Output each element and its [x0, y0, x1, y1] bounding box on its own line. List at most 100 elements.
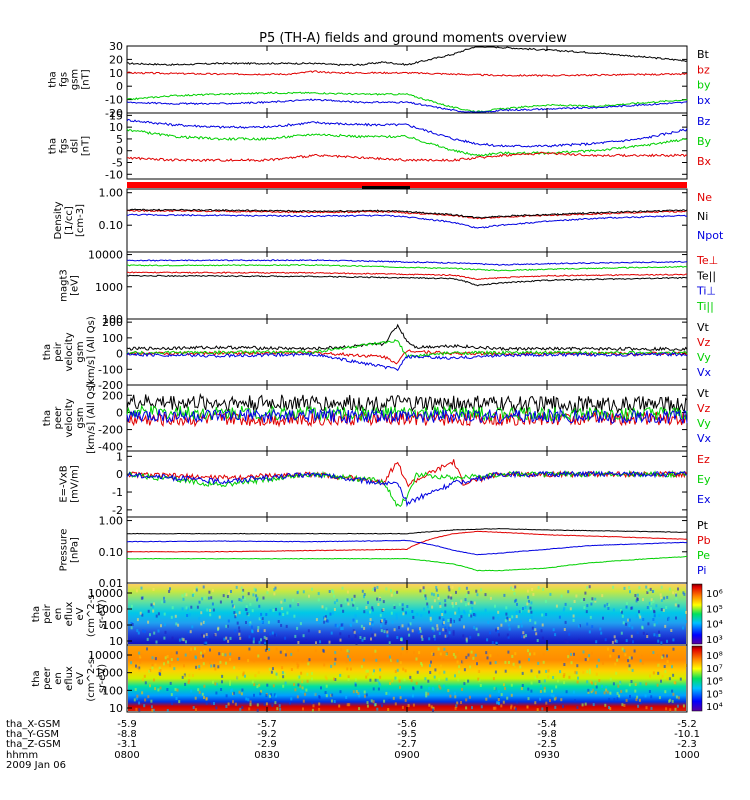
spectrogram-cell [225, 705, 228, 708]
legend-label: Vt [697, 387, 710, 400]
spectrogram-cell [387, 708, 390, 712]
spectrogram-cell [310, 677, 313, 681]
spectrogram-cell [489, 694, 492, 698]
spectrogram-cell [395, 613, 398, 617]
spectrogram-cell [522, 631, 525, 635]
spectrogram-cell [437, 647, 440, 651]
y-axis-label: tha [48, 71, 59, 87]
spectrogram-cell [189, 651, 192, 655]
spectrogram-cell [263, 629, 266, 633]
spectrogram-cell [627, 618, 630, 622]
y-tick-label: -2 [112, 504, 123, 517]
spectrogram-cell [669, 708, 672, 712]
spectrogram-cell [475, 589, 478, 593]
legend-label: Vx [697, 432, 712, 445]
spectrogram-cell [458, 587, 461, 591]
spectrogram-cell [267, 656, 270, 660]
series-line-Bt [127, 46, 688, 67]
spectrogram-cell [331, 693, 334, 697]
spectrogram-cell [371, 622, 374, 626]
spectrogram-cell [401, 624, 404, 628]
spectrogram-cell [151, 708, 154, 712]
spectrogram-cell [446, 634, 448, 638]
spectrogram-cell [339, 690, 342, 694]
spectrogram-cell [242, 671, 245, 675]
spectrogram-cell [374, 649, 377, 653]
spectrogram-cell [238, 632, 241, 636]
spectrogram-cell [236, 621, 239, 625]
spectrogram-cell [306, 672, 309, 676]
spectrogram-cell [615, 671, 618, 675]
spectrogram-cell [348, 703, 351, 707]
spectrogram-cell [449, 694, 452, 698]
legend-label: Vt [697, 321, 710, 334]
spectrogram-cell [378, 659, 381, 663]
spectrogram-cell [427, 679, 430, 683]
spectrogram-cell [469, 609, 472, 613]
spectrogram-cell [577, 676, 579, 680]
y-axis-label: peir [53, 341, 64, 361]
spectrogram-cell [661, 655, 664, 659]
spectrogram-cell [264, 641, 267, 645]
spectrogram-cell [250, 625, 253, 629]
spectrogram-cell [375, 658, 378, 662]
spectrogram-cell [467, 679, 470, 683]
spectrogram-cell [549, 592, 552, 596]
spectrogram-cell [203, 649, 206, 653]
y-axis-label: eflux [64, 666, 75, 691]
spectrogram-cell [528, 658, 530, 662]
spectrogram-cell [574, 670, 577, 674]
spectrogram-cell [588, 668, 591, 672]
spectrogram-cell [366, 672, 369, 676]
spectrogram-cell [676, 704, 679, 708]
spectrogram-cell [363, 595, 365, 599]
colorbar-label: 10⁴ [706, 620, 723, 631]
spectrogram-cell [510, 704, 513, 708]
spectrogram-cell [500, 693, 503, 697]
spectrogram-cell [233, 611, 236, 615]
spectrogram-cell [645, 706, 648, 710]
spectrogram-cell [597, 658, 600, 662]
spectrogram-cell [268, 694, 271, 698]
spectrogram-cell [531, 626, 534, 630]
spectrogram-cell [465, 593, 468, 597]
spectrogram-cell [352, 601, 355, 605]
spectrogram-cell [198, 665, 201, 668]
spectrogram-cell [673, 681, 676, 685]
spectrogram-cell [653, 633, 656, 637]
spectrogram-cell [497, 610, 500, 614]
spectrogram-cell [675, 616, 677, 620]
spectrogram-cell [563, 606, 566, 610]
spectrogram-cell [358, 707, 361, 711]
spectrogram-cell [170, 615, 173, 619]
spectrogram-cell [420, 614, 423, 617]
spectrogram-cell [402, 612, 405, 616]
spectrogram-cell [396, 590, 399, 594]
spectrogram-cell [279, 650, 282, 654]
spectrogram-cell [523, 635, 526, 639]
spectrogram-cell [236, 703, 239, 707]
spectrogram-cell [327, 619, 330, 623]
spectrogram-cell [467, 602, 470, 606]
spectrogram-cell [527, 649, 529, 653]
legend-label: Te⊥ [696, 254, 718, 267]
spectrogram-cell [284, 681, 287, 685]
spectrogram-cell [130, 622, 133, 625]
spectrogram-cell [429, 616, 432, 620]
spectrogram-cell [408, 633, 411, 637]
spectrogram-cell [379, 613, 382, 617]
legend-label: Te|| [696, 269, 716, 282]
y-tick-label: 0 [116, 348, 123, 361]
spectrogram-cell [400, 652, 402, 656]
spectrogram-cell [557, 679, 559, 683]
spectrogram-cell [436, 624, 439, 628]
spectrogram-cell [222, 594, 225, 598]
spectrogram-cell [260, 629, 263, 633]
spectrogram-cell [529, 618, 532, 622]
spectrogram-cell [677, 587, 679, 591]
spectrogram-cell [612, 608, 615, 612]
spectrogram-cell [318, 695, 321, 699]
spectrogram-cell [431, 605, 434, 609]
spectrogram-cell [334, 623, 337, 627]
y-axis-label: [km/s] (All Qs) [86, 382, 97, 454]
